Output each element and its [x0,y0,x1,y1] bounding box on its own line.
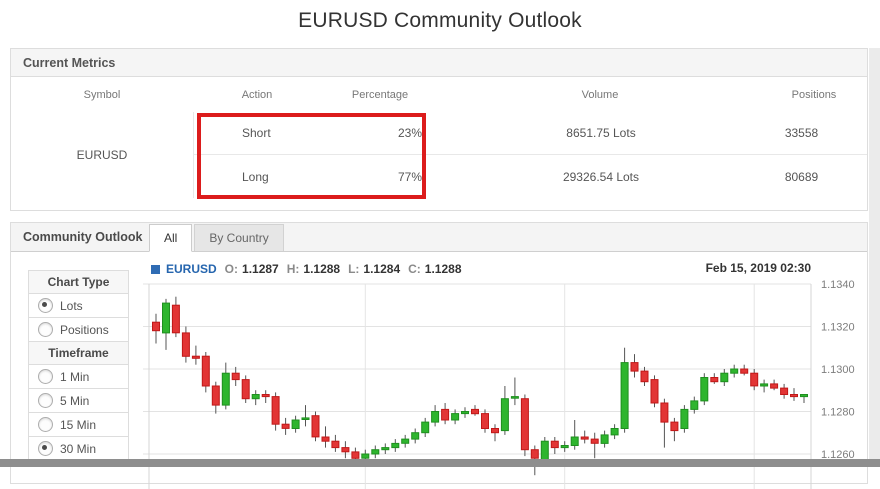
15min-radio-label: 15 Min [60,417,97,432]
5min-radio-label: 5 Min [60,393,90,408]
legend-high-value: 1.1288 [303,262,341,276]
svg-text:1.1300: 1.1300 [821,364,855,376]
community-outlook-panel: Community Outlook All By Country Chart T… [10,222,868,489]
candlestick-chart-area: 1.1340 1.1320 1.1300 1.1280 1.1260 EURUSD O:… [141,259,869,489]
chart-options-sidebar: Chart Type Lots Positions Timeframe 1 Mi… [28,270,129,461]
outlook-panel-header: Community Outlook All By Country [11,223,867,252]
current-metrics-panel: Current Metrics Symbol Action Percentage… [10,48,868,211]
tab-all[interactable]: All [149,224,193,252]
chart-type-header: Chart Type [28,270,129,294]
candlestick-chart[interactable]: 1.1340 1.1320 1.1300 1.1280 1.1260 [141,259,869,489]
5min-radio-button[interactable] [38,393,53,408]
radio-option-5min[interactable]: 5 Min [28,388,129,413]
svg-text:1.1320: 1.1320 [821,322,855,334]
long-percentage-value: 77% [397,169,422,184]
positions-radio-button[interactable] [38,322,53,337]
15min-radio-button[interactable] [38,417,53,432]
30min-radio-button[interactable] [38,441,53,456]
metrics-panel-title: Current Metrics [11,49,867,77]
legend-high-label: H: [286,262,300,276]
legend-close-value: 1.1288 [424,262,462,276]
outlook-tabs: All By Country [149,224,286,252]
column-header-symbol: Symbol [83,88,121,101]
legend-open-value: 1.1287 [242,262,279,276]
short-percentage-value: 23% [397,126,422,140]
chart-legend: EURUSD O: 1.1287 H: 1.1288 L: 1.1284 C: … [151,261,470,277]
svg-text:1.1280: 1.1280 [821,407,855,419]
short-action-label: Short [242,126,271,140]
legend-open-label: O: [224,262,239,276]
table-row-long: Long 77% 29326.54 Lots 80689 [194,155,867,198]
svg-text:1.1260: 1.1260 [821,449,855,461]
page-title: EURUSD Community Outlook [298,9,582,32]
short-volume-value: 8651.75 Lots [566,126,636,140]
lots-radio-button[interactable] [38,298,53,313]
long-positions-value: 80689 [784,169,819,184]
tab-by-country[interactable]: By Country [194,224,284,251]
legend-low-label: L: [348,262,360,276]
short-positions-value: 33558 [784,126,819,140]
column-header-percentage: Percentage [351,88,409,101]
metrics-column-headers: Symbol Action Percentage Volume Position… [11,77,867,112]
long-action-label: Long [242,169,269,184]
1min-radio-button[interactable] [38,369,53,384]
table-row-short: Short 23% 8651.75 Lots 33558 [194,112,867,155]
series-marker-icon [151,264,160,274]
radio-option-1min[interactable]: 1 Min [28,364,129,389]
radio-option-positions[interactable]: Positions [28,317,129,342]
column-header-positions: Positions [791,88,837,101]
horizontal-scrollbar[interactable] [0,459,880,467]
column-header-action: Action [241,88,273,101]
long-volume-value: 29326.54 Lots [562,169,640,184]
outlook-panel-title: Community Outlook [23,230,143,244]
1min-radio-label: 1 Min [60,369,90,384]
legend-symbol: EURUSD [166,262,217,276]
30min-radio-label: 30 Min [60,441,97,456]
chart-timestamp: Feb 15, 2019 02:30 [705,261,811,275]
scrollbar-gutter[interactable] [869,48,880,460]
svg-text:1.1340: 1.1340 [821,279,855,291]
timeframe-header: Timeframe [28,341,129,365]
positions-radio-label: Positions [60,322,109,337]
symbol-cell: EURUSD [76,148,128,162]
column-header-volume: Volume [581,88,619,101]
legend-close-label: C: [408,262,421,276]
radio-option-30min[interactable]: 30 Min [28,436,129,461]
radio-option-lots[interactable]: Lots [28,293,129,318]
radio-option-15min[interactable]: 15 Min [28,412,129,437]
metrics-table-body: EURUSD Short 23% 8651.75 Lots 33558 Long… [11,112,867,198]
lots-radio-label: Lots [60,298,83,313]
legend-low-value: 1.1284 [363,262,401,276]
